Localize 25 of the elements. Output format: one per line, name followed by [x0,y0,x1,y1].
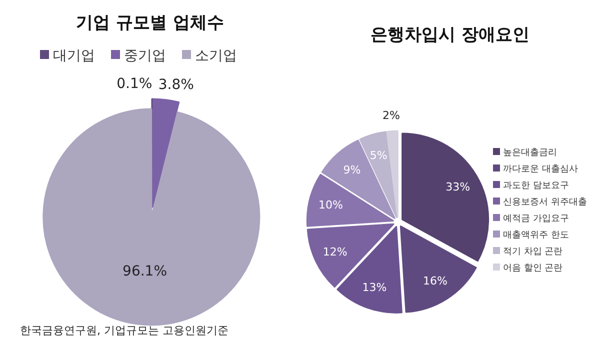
data-label: 5% [370,149,388,162]
chart-title: 은행차입시 장애요인 [370,25,530,45]
data-label: 9% [343,164,361,177]
chart-title: 기업 규모별 업체수 [76,13,224,33]
legend-label: 과도한 담보요구 [503,181,569,191]
data-label: 10% [318,198,343,212]
legend-label: 매출액위주 한도 [503,230,569,240]
data-label: 96.1% [122,263,168,280]
legend-label: 높은대출금리 [503,148,557,158]
data-label: 16% [423,274,448,288]
legend-label: 적기 차입 곤란 [503,247,563,257]
data-label: 33% [446,180,470,194]
legend-label: 까다로운 대출심사 [503,164,578,174]
data-label: 3.8% [158,76,194,93]
data-label: 2% [382,109,400,122]
data-label: 13% [362,281,387,294]
text: 한국금융연구원, 기업규모는 고용인원기준 [20,324,228,337]
data-label: 0.1% [116,76,152,92]
legend-label: 예적금 가입요구 [503,214,569,224]
data-label: 12% [322,245,348,258]
legend-label: 어음 할인 곤란 [503,264,563,274]
legend-label: 신용보증서 위주대출 [503,198,587,208]
legend-label: 소기업 [195,48,237,64]
legend-label: 중기업 [124,48,166,64]
legend-label: 대기업 [53,48,95,64]
